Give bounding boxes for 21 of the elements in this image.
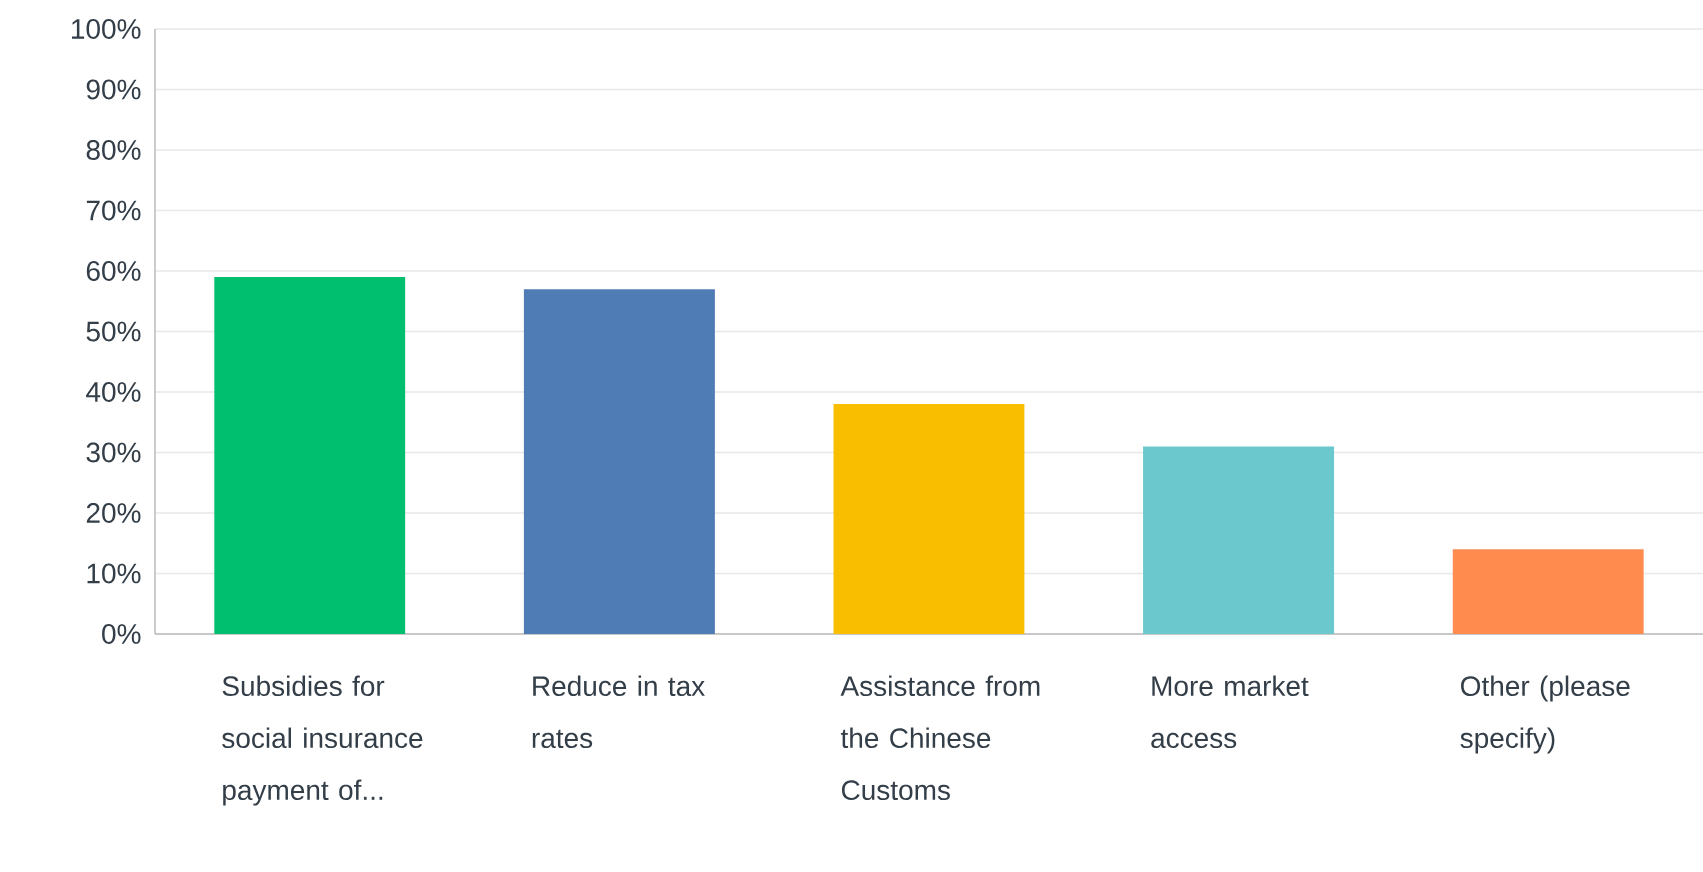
y-tick-label: 0%: [102, 624, 141, 644]
y-tick-label: 80%: [86, 140, 141, 160]
bar: [833, 404, 1025, 634]
category-label: More market access: [1151, 675, 1309, 749]
y-tick-label: 50%: [86, 321, 141, 342]
y-tick-label: 60%: [86, 261, 141, 281]
y-tick-label: 70%: [86, 200, 141, 221]
x-tick-label: Assistance from the Chinese Customs: [840, 675, 1040, 801]
y-tick-label: 30%: [86, 442, 141, 463]
y-tick-label: 90%: [86, 79, 141, 100]
bar: [1452, 549, 1644, 634]
y-tick-label: 40%: [86, 382, 141, 402]
category-label: Reduce in tax rates: [532, 675, 705, 749]
y-tick-label: 10%: [87, 563, 141, 584]
bar: [1143, 446, 1335, 634]
y-tick-label: 100%: [72, 19, 141, 39]
y-tick-label: 20%: [86, 503, 141, 523]
bar: [214, 277, 406, 634]
x-tick-label: Subsidies for social insurance payment of...: [222, 675, 423, 806]
x-tick-label: Other (please specify): [1460, 675, 1630, 754]
bar: [523, 289, 715, 634]
